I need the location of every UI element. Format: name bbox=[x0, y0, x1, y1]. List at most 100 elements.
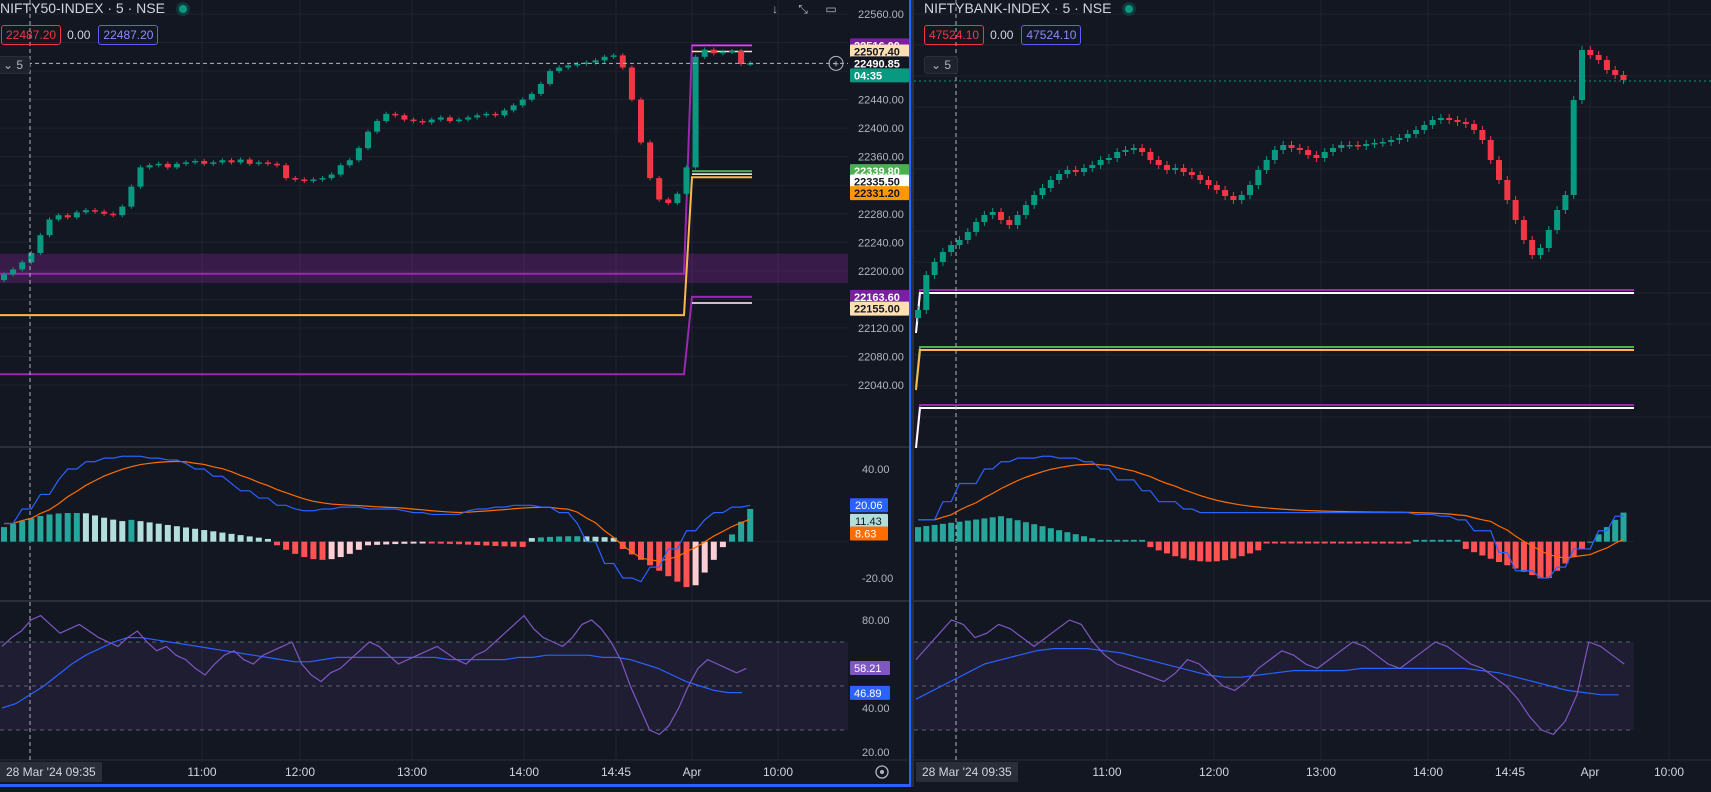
candle-body bbox=[1354, 145, 1361, 147]
macd-histogram-bar bbox=[1280, 541, 1287, 544]
candle-body bbox=[82, 210, 89, 213]
macd-histogram-bar bbox=[1014, 520, 1021, 542]
pivot-line-upper-purple bbox=[0, 44, 752, 275]
settings-gear-core bbox=[880, 770, 884, 774]
macd-histogram-bar bbox=[1354, 541, 1361, 544]
time-axis-tick: 13:00 bbox=[1306, 765, 1336, 779]
macd-histogram-bar bbox=[146, 522, 153, 542]
nifty50-chart-pane[interactable]: +22560.0022520.0022480.0022440.0022400.0… bbox=[0, 0, 911, 787]
time-axis-tick: Apr bbox=[683, 765, 702, 779]
candle-body bbox=[292, 178, 299, 180]
candle-body bbox=[55, 215, 62, 220]
candle-body bbox=[1205, 180, 1212, 185]
candle-body bbox=[601, 56, 608, 61]
macd-histogram-bar bbox=[292, 541, 299, 554]
candle-body bbox=[28, 253, 35, 263]
rsi-axis-tick: 20.00 bbox=[862, 747, 890, 759]
candle-body bbox=[537, 83, 544, 94]
candle-body bbox=[355, 148, 362, 161]
candle-body bbox=[101, 211, 108, 214]
price-axis-tick: 22440.00 bbox=[858, 95, 904, 107]
niftybank-chart-canvas[interactable]: 11:00 12:00 13:00 14:00 14:45 Apr 10:00 bbox=[914, 0, 1711, 787]
candle-body bbox=[964, 232, 971, 240]
candle-body bbox=[1130, 148, 1137, 150]
macd-histogram-bar bbox=[1446, 539, 1453, 542]
macd-histogram-bar bbox=[419, 541, 426, 544]
candle-body bbox=[1321, 152, 1328, 158]
macd-histogram-bar bbox=[1520, 541, 1527, 572]
arrow-down-icon[interactable]: ↓ bbox=[772, 2, 778, 16]
candle-body bbox=[1595, 55, 1602, 60]
ask-price[interactable]: 22487.20 bbox=[98, 25, 159, 45]
candle-body bbox=[1147, 152, 1154, 160]
time-axis-tick: 11:00 bbox=[1092, 765, 1121, 779]
candle-body bbox=[1346, 145, 1353, 147]
collapse-icon[interactable]: ⤡ bbox=[798, 2, 808, 16]
price-label-box bbox=[850, 186, 909, 201]
macd-histogram-bar bbox=[1230, 541, 1237, 559]
macd-histogram-bar bbox=[1047, 528, 1054, 542]
niftybank-chart-pane[interactable]: 11:00 12:00 13:00 14:00 14:45 Apr 10:00 NIFTYB… bbox=[914, 0, 1711, 787]
candle-body bbox=[647, 142, 654, 179]
candle-body bbox=[146, 165, 153, 168]
macd-histogram-bar bbox=[82, 513, 89, 542]
macd-histogram-bar bbox=[1147, 541, 1154, 548]
macd-histogram-bar bbox=[64, 513, 71, 542]
candle-body bbox=[948, 245, 955, 252]
candle-body bbox=[610, 55, 617, 57]
candle-body bbox=[1056, 174, 1063, 180]
interval-collapse-button[interactable]: ⌄ 5 bbox=[924, 56, 959, 74]
candle-body bbox=[246, 159, 253, 164]
candle-body bbox=[1097, 160, 1104, 165]
macd-histogram-bar bbox=[1313, 541, 1320, 544]
interval-collapse-button[interactable]: ⌄ 5 bbox=[0, 56, 31, 74]
macd-histogram-bar bbox=[446, 541, 453, 544]
candle-body bbox=[923, 275, 930, 310]
macd-histogram-bar bbox=[547, 536, 553, 542]
candle-body bbox=[64, 215, 71, 218]
macd-histogram-bar bbox=[1213, 541, 1220, 562]
macd-histogram-bar bbox=[237, 535, 244, 542]
price-label-text: 22507.40 bbox=[854, 47, 900, 59]
candle-body bbox=[1579, 50, 1585, 100]
macd-histogram-bar bbox=[601, 537, 608, 542]
macd-label-box bbox=[850, 526, 888, 541]
bid-price[interactable]: 22487.20 bbox=[1, 25, 62, 45]
macd-histogram-bar bbox=[719, 541, 726, 548]
candle-body bbox=[474, 115, 481, 118]
pane-divider[interactable] bbox=[911, 0, 914, 787]
ask-price[interactable]: 47524.10 bbox=[1021, 25, 1082, 45]
bid-price[interactable]: 47524.10 bbox=[924, 25, 985, 45]
macd-histogram-bar bbox=[1396, 541, 1403, 544]
candle-body bbox=[1039, 188, 1046, 195]
macd-histogram-bar bbox=[1404, 541, 1411, 544]
macd-histogram-bar bbox=[1479, 541, 1486, 556]
price-axis-tick: 22120.00 bbox=[858, 323, 904, 335]
macd-histogram-bar bbox=[219, 532, 226, 542]
candle-body bbox=[46, 219, 53, 236]
candle-body bbox=[1122, 150, 1129, 152]
macd-histogram-bar bbox=[747, 508, 754, 542]
macd-histogram-bar bbox=[1247, 541, 1253, 554]
price-label-box bbox=[850, 289, 909, 304]
candle-body bbox=[710, 49, 717, 54]
macd-histogram-bar bbox=[1454, 539, 1461, 542]
candle-body bbox=[628, 67, 635, 100]
candle-body bbox=[456, 119, 462, 122]
macd-histogram-bar bbox=[228, 533, 235, 542]
macd-histogram-bar bbox=[365, 541, 371, 546]
spread-value: 0.00 bbox=[990, 28, 1014, 42]
price-axis-tick: 22040.00 bbox=[858, 380, 904, 392]
candle-body bbox=[592, 60, 599, 63]
nifty50-chart-canvas[interactable]: +22560.0022520.0022480.0022440.0022400.0… bbox=[0, 0, 911, 787]
candle-body bbox=[1396, 138, 1403, 140]
price-label-box bbox=[850, 56, 909, 71]
macd-histogram-bar bbox=[401, 541, 408, 544]
chevron-down-icon: ⌄ bbox=[3, 58, 14, 72]
candle-body bbox=[1388, 140, 1395, 142]
window-icon[interactable]: ▭ bbox=[825, 2, 837, 16]
candle-body bbox=[483, 113, 490, 116]
macd-histogram-bar bbox=[1512, 541, 1519, 569]
macd-histogram-bar bbox=[210, 531, 217, 542]
macd-histogram-bar bbox=[101, 517, 108, 542]
